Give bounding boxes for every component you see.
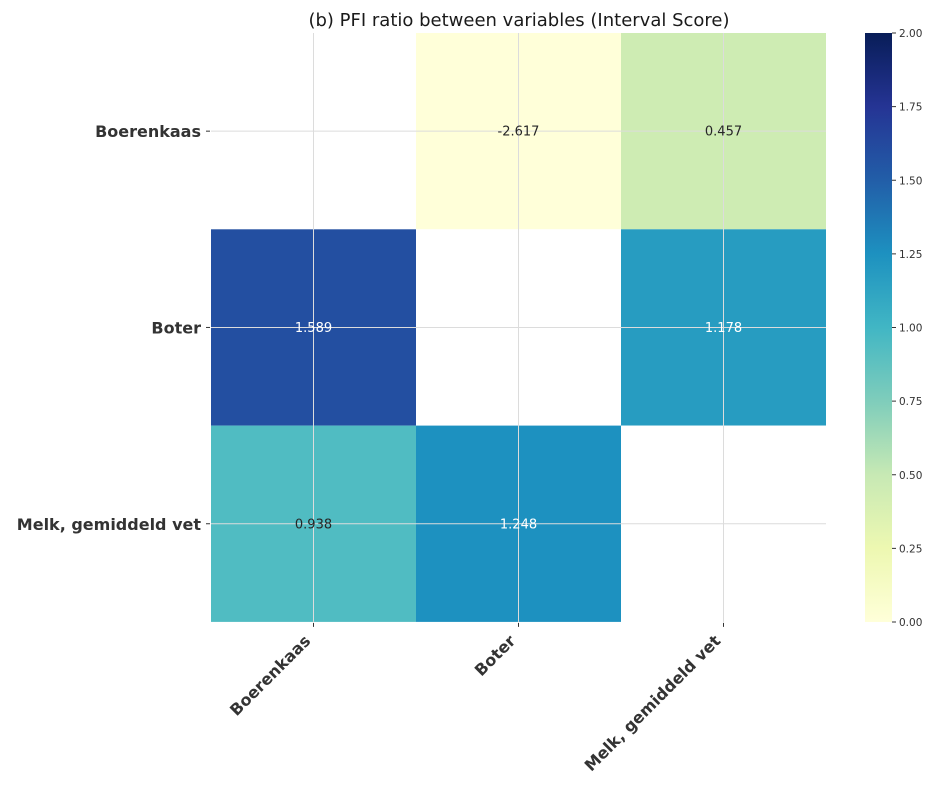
cell-value-label: 1.178 bbox=[705, 321, 742, 336]
colorbar: 0.00 0.25 0.50 0.75 1.00 1.25 1.50 1.75 2.00 bbox=[865, 28, 922, 629]
row-label: Boter bbox=[151, 318, 201, 337]
cell-value-label: 1.248 bbox=[500, 517, 537, 532]
cell-value-label: 1.589 bbox=[295, 321, 332, 336]
colorbar-tick-label: 0.25 bbox=[899, 543, 922, 555]
colorbar-tick-label: 0.75 bbox=[899, 396, 922, 408]
colorbar-tick-label: 2.00 bbox=[899, 28, 922, 40]
chart-title: (b) PFI ratio between variables (Interva… bbox=[308, 10, 729, 31]
row-label: Melk, gemiddeld vet bbox=[17, 515, 202, 534]
colorbar-tick-label: 1.50 bbox=[899, 175, 922, 187]
column-labels: Boerenkaas Boter Melk, gemiddeld vet bbox=[226, 622, 725, 775]
colorbar-tick-label: 0.50 bbox=[899, 470, 922, 482]
colorbar-gradient bbox=[865, 33, 892, 622]
colorbar-tick-label: 1.25 bbox=[899, 249, 922, 261]
colorbar-tick-label: 0.00 bbox=[899, 617, 922, 629]
column-label: Melk, gemiddeld vet bbox=[581, 631, 725, 775]
cell-value-label: -2.617 bbox=[498, 125, 540, 140]
cell-value-label: 0.457 bbox=[705, 125, 742, 140]
column-label: Boter bbox=[471, 631, 520, 680]
colorbar-ticks: 0.00 0.25 0.50 0.75 1.00 1.25 1.50 1.75 2.00 bbox=[892, 28, 922, 629]
colorbar-tick-label: 1.00 bbox=[899, 323, 922, 335]
cell-value-label: 0.938 bbox=[295, 517, 332, 532]
colorbar-tick-label: 1.75 bbox=[899, 102, 922, 114]
cell-labels: -2.617 0.457 1.589 1.178 0.938 1.248 bbox=[295, 125, 742, 533]
row-labels: Boerenkaas Boter Melk, gemiddeld vet bbox=[17, 122, 210, 534]
column-label: Boerenkaas bbox=[226, 631, 314, 719]
row-label: Boerenkaas bbox=[95, 122, 201, 141]
gridlines bbox=[211, 33, 826, 622]
